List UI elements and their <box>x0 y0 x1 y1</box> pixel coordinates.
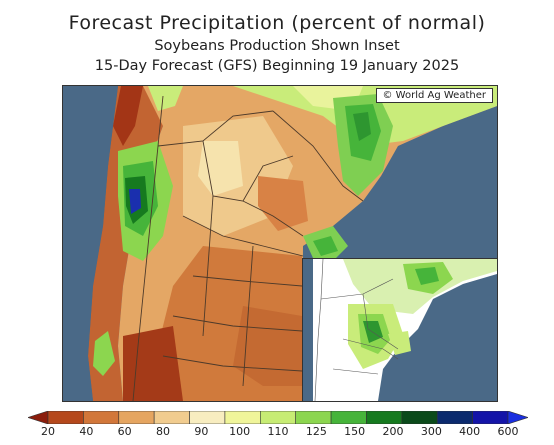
map-subtitle: Soybeans Production Shown Inset <box>154 38 400 54</box>
legend-swatch <box>436 411 473 424</box>
legend-swatch <box>224 411 261 424</box>
legend-tick-label: 600 <box>497 425 519 438</box>
legend-swatch <box>47 411 84 424</box>
legend-swatch <box>401 411 438 424</box>
legend-swatch <box>472 411 509 424</box>
legend-swatch <box>260 411 296 424</box>
legend-tick-label: 90 <box>194 425 209 438</box>
legend-swatch <box>295 411 332 424</box>
legend-tick-label: 150 <box>344 425 366 438</box>
legend-swatch <box>189 411 226 424</box>
legend-tick-label: 200 <box>382 425 404 438</box>
legend-arrow-low <box>28 411 49 424</box>
legend-tick-label: 400 <box>459 425 481 438</box>
main-map-graphic <box>63 86 497 401</box>
legend-tick-label: 40 <box>79 425 94 438</box>
map-title: Forecast Precipitation (percent of norma… <box>68 12 486 34</box>
legend-tick-label: 125 <box>305 425 327 438</box>
legend-tick-label: 20 <box>41 425 55 438</box>
soybeans-inset-map <box>302 258 497 401</box>
inset-graphic <box>303 259 497 401</box>
legend-colorbar <box>28 411 528 424</box>
legend-tick-label: 100 <box>229 425 251 438</box>
precipitation-map: © World Ag Weather <box>62 85 498 402</box>
credit-label: © World Ag Weather <box>375 88 493 103</box>
legend-tick-label: 110 <box>267 425 289 438</box>
legend-tick-label: 80 <box>156 425 170 438</box>
legend-swatch <box>366 411 403 424</box>
legend-tick-label: 60 <box>117 425 132 438</box>
forecast-period: 15-Day Forecast (GFS) Beginning 19 Janua… <box>94 58 460 74</box>
legend-tick-label: 300 <box>420 425 442 438</box>
legend-swatch <box>330 411 367 424</box>
legend-arrow-high <box>507 411 528 424</box>
legend-swatch <box>118 411 155 424</box>
legend-swatch <box>83 411 120 424</box>
legend-swatch <box>153 411 190 424</box>
